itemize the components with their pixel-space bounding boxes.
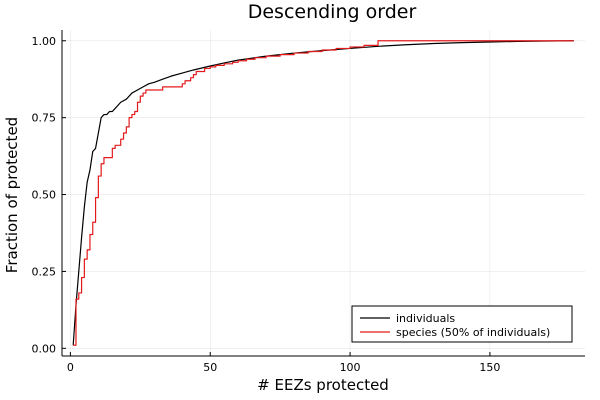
x-tick-label: 0 [67, 361, 74, 374]
series-lines [72, 40, 574, 346]
y-axis-title: Fraction of protected [3, 117, 21, 273]
legend-label-individuals: individuals [396, 312, 455, 325]
axes [61, 30, 585, 357]
tick-labels: 0 50 100 150 0.00 0.25 0.50 0.75 1.00 [32, 35, 501, 374]
legend-label-species-50-of-individuals: species (50% of individuals) [396, 326, 550, 339]
chart-title: Descending order [248, 1, 417, 23]
y-tick-label: 0.75 [32, 112, 57, 125]
series-line-individuals [72, 40, 574, 346]
y-tick-label: 1.00 [32, 35, 57, 48]
series-line-species-50-of-individuals [73, 40, 574, 346]
y-tick-label: 0.25 [32, 265, 57, 278]
y-tick-label: 0.50 [32, 189, 57, 202]
legend-box [351, 305, 573, 343]
x-tick-label: 50 [203, 361, 217, 374]
x-axis-title: # EEZs protected [257, 376, 389, 394]
x-tick-label: 100 [340, 361, 361, 374]
x-tick-label: 150 [479, 361, 500, 374]
y-tick-label: 0.00 [32, 342, 57, 355]
